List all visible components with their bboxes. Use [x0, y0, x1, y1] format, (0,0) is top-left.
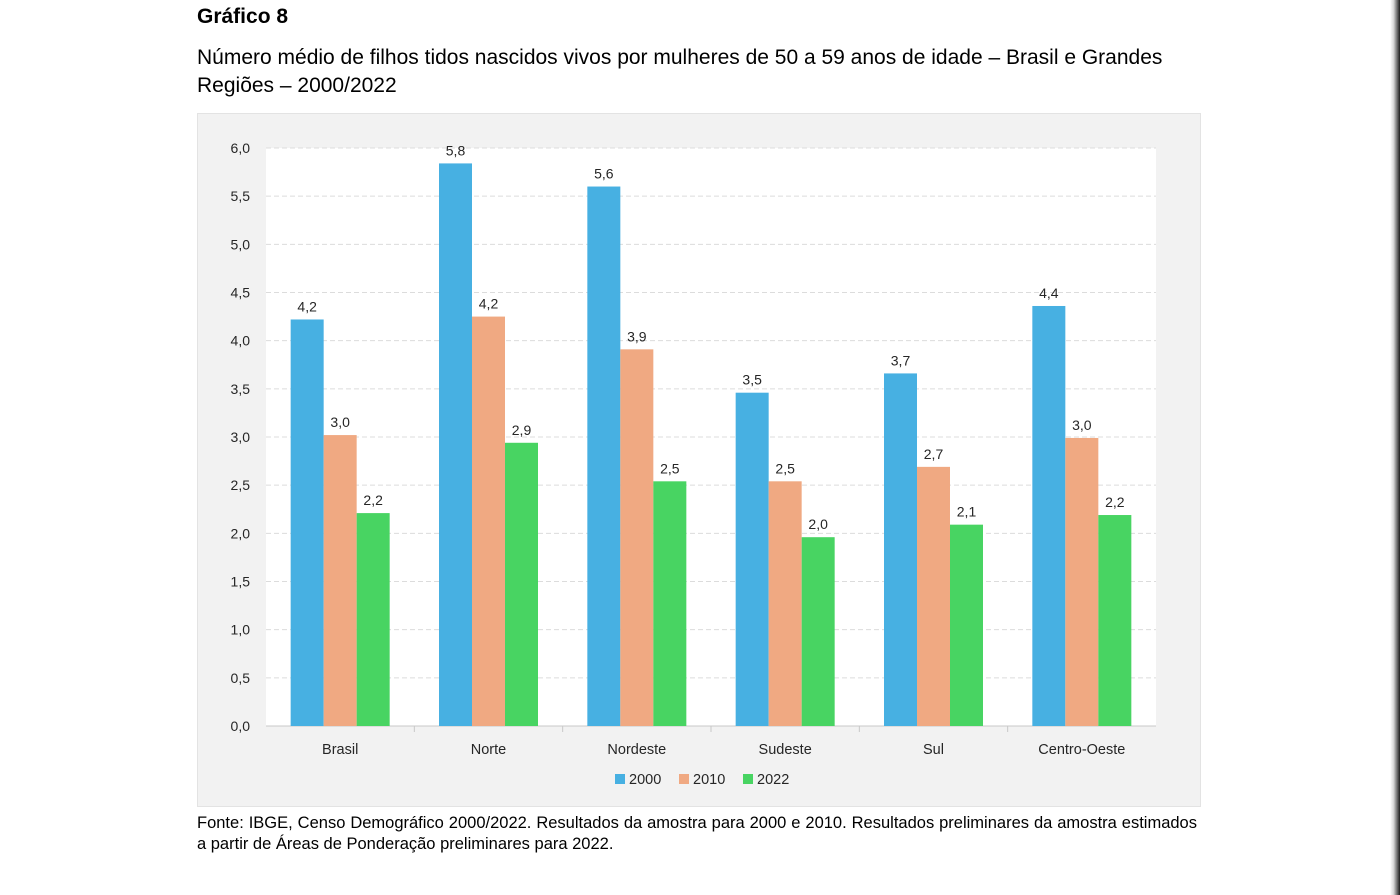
bar-2010-norte: [472, 316, 505, 726]
data-label: 5,6: [594, 166, 614, 182]
source-note: Fonte: IBGE, Censo Demográfico 2000/2022…: [197, 814, 1197, 853]
legend-label-2010: 2010: [693, 772, 725, 788]
data-label: 2,0: [808, 516, 828, 532]
bar-2022-nordeste: [653, 481, 687, 726]
y-tick-label: 0,5: [231, 670, 251, 686]
x-tick-label: Centro-Oeste: [1038, 742, 1125, 758]
bar-2000-sudeste: [735, 392, 769, 726]
data-label: 3,7: [891, 352, 911, 368]
bar-2010-centro-oeste: [1065, 437, 1099, 726]
data-label: 2,2: [1105, 494, 1125, 510]
data-label: 2,2: [363, 492, 383, 508]
y-tick-label: 3,0: [231, 429, 251, 445]
data-label: 2,1: [957, 504, 977, 520]
bar-2010-brasil: [323, 435, 357, 726]
legend-swatch-2022: [743, 774, 753, 784]
data-label: 2,5: [660, 460, 680, 476]
data-label: 4,2: [297, 298, 317, 314]
bar-2022-centro-oeste: [1098, 515, 1132, 726]
legend-swatch-2000: [615, 774, 625, 784]
x-tick-label: Brasil: [322, 742, 358, 758]
data-label: 3,9: [627, 328, 647, 344]
data-label: 3,0: [330, 414, 350, 430]
bar-2022-sudeste: [801, 537, 835, 726]
y-tick-label: 4,0: [231, 333, 251, 349]
x-tick-label: Sudeste: [759, 742, 812, 758]
y-tick-label: 4,5: [231, 285, 251, 301]
x-tick-label: Sul: [923, 742, 944, 758]
bar-2022-norte: [505, 442, 538, 726]
bar-2000-brasil: [290, 319, 324, 726]
bar-2022-brasil: [356, 513, 390, 726]
y-tick-label: 6,0: [231, 140, 251, 156]
bar-2010-nordeste: [620, 349, 654, 726]
chart-title: Número médio de filhos tidos nascidos vi…: [197, 46, 1163, 97]
data-label: 4,2: [479, 296, 499, 312]
legend-label-2022: 2022: [757, 772, 789, 788]
data-label: 3,5: [742, 372, 762, 388]
bar-2000-sul: [884, 373, 917, 726]
y-tick-label: 0,0: [231, 718, 251, 734]
data-label: 2,5: [775, 460, 795, 476]
y-tick-label: 5,0: [231, 236, 251, 252]
bar-2010-sul: [917, 466, 950, 726]
bar-2000-norte: [439, 163, 472, 726]
bar-2000-nordeste: [587, 186, 621, 726]
bar-2010-sudeste: [768, 481, 802, 726]
y-tick-label: 2,5: [231, 477, 251, 493]
data-label: 3,0: [1072, 417, 1092, 433]
legend-swatch-2010: [679, 774, 689, 784]
window-edge: [1390, 0, 1400, 895]
figure-label: Gráfico 8: [197, 5, 289, 28]
bar-2000-centro-oeste: [1032, 305, 1066, 726]
x-tick-label: Nordeste: [607, 742, 666, 758]
bar-chart: 0,0 0,5 1,0 1,5 2,0 2,5 3,0 3,5 4,0 4,5 5,0 5,5 6,0 4…: [231, 140, 1156, 788]
y-tick-label: 5,5: [231, 188, 251, 204]
data-label: 2,9: [512, 422, 532, 438]
x-tick-label: Norte: [471, 742, 506, 758]
data-label: 5,8: [446, 142, 466, 158]
bar-2022-sul: [950, 524, 983, 726]
y-tick-label: 1,5: [231, 574, 251, 590]
data-label: 2,7: [924, 446, 944, 462]
y-tick-label: 2,0: [231, 525, 251, 541]
chart-area: 0,0 0,5 1,0 1,5 2,0 2,5 3,0 3,5 4,0 4,5 5,0 5,5 6,0 4…: [197, 113, 1201, 807]
y-tick-label: 1,0: [231, 622, 251, 638]
data-label: 4,4: [1039, 285, 1059, 301]
y-tick-label: 3,5: [231, 381, 251, 397]
legend-label-2000: 2000: [629, 772, 661, 788]
